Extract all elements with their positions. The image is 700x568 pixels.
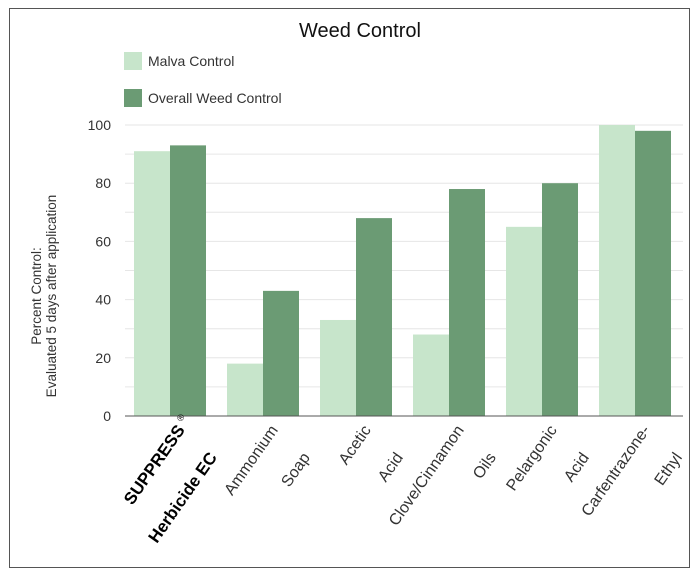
- x-category-line: Acetic: [336, 423, 375, 468]
- bar-1-5: [635, 130, 671, 416]
- x-category-line: Acid: [561, 450, 593, 485]
- bar-0-3: [413, 334, 449, 416]
- gridlines: [125, 124, 683, 388]
- x-category-label: SUPPRESS®Herbicide EC: [120, 412, 221, 547]
- legend-swatch-0: [124, 52, 142, 70]
- y-tick-label: 100: [88, 117, 112, 133]
- x-category-line: Ethyl: [652, 450, 686, 489]
- y-tick-label: 40: [95, 292, 111, 308]
- x-category-label: Carfentrazone-Ethyl: [579, 423, 686, 520]
- x-category-line: Ammonium: [221, 423, 281, 499]
- registered-mark: ®: [175, 412, 187, 423]
- chart-title: Weed Control: [299, 20, 421, 42]
- x-category-line: Carfentrazone-: [579, 423, 654, 520]
- x-category-line: Acid: [375, 450, 407, 485]
- x-category-label: Pelargonic Acid: [503, 423, 593, 495]
- bar-1-0: [170, 145, 206, 416]
- y-tick-label: 60: [95, 233, 111, 249]
- legend-label-0: Malva Control: [148, 53, 234, 69]
- x-category-line: Soap: [279, 450, 314, 490]
- x-category-line: Pelargonic: [503, 423, 560, 495]
- bar-0-4: [506, 226, 542, 416]
- y-axis-label-line: Evaluated 5 days after application: [44, 195, 59, 398]
- x-category-label: Acetic Acid: [336, 423, 407, 486]
- bar-0-5: [599, 125, 635, 416]
- y-tick-label: 0: [103, 408, 111, 424]
- legend-label-1: Overall Weed Control: [148, 90, 282, 106]
- y-axis-label: Percent Control: Evaluated 5 days after a…: [29, 195, 59, 398]
- bars: [134, 125, 671, 416]
- bar-1-2: [356, 218, 392, 416]
- x-category-line: Clove/Cinnamon: [386, 423, 468, 530]
- x-category-label: Clove/Cinnamon Oils: [386, 423, 500, 530]
- bar-1-1: [263, 290, 299, 416]
- y-axis-label-line: Percent Control:: [29, 247, 44, 345]
- bar-1-4: [542, 183, 578, 416]
- y-tick-label: 20: [95, 350, 111, 366]
- legend: Malva Control Overall Weed Control: [124, 52, 282, 107]
- bar-0-2: [320, 319, 356, 416]
- y-axis-ticks: 0 20 40 60 80 100: [88, 117, 112, 424]
- legend-swatch-1: [124, 89, 142, 107]
- bar-1-3: [449, 189, 485, 416]
- bar-0-1: [227, 363, 263, 416]
- y-tick-label: 80: [95, 175, 111, 191]
- bar-0-0: [134, 151, 170, 416]
- x-category-line: Oils: [470, 450, 500, 482]
